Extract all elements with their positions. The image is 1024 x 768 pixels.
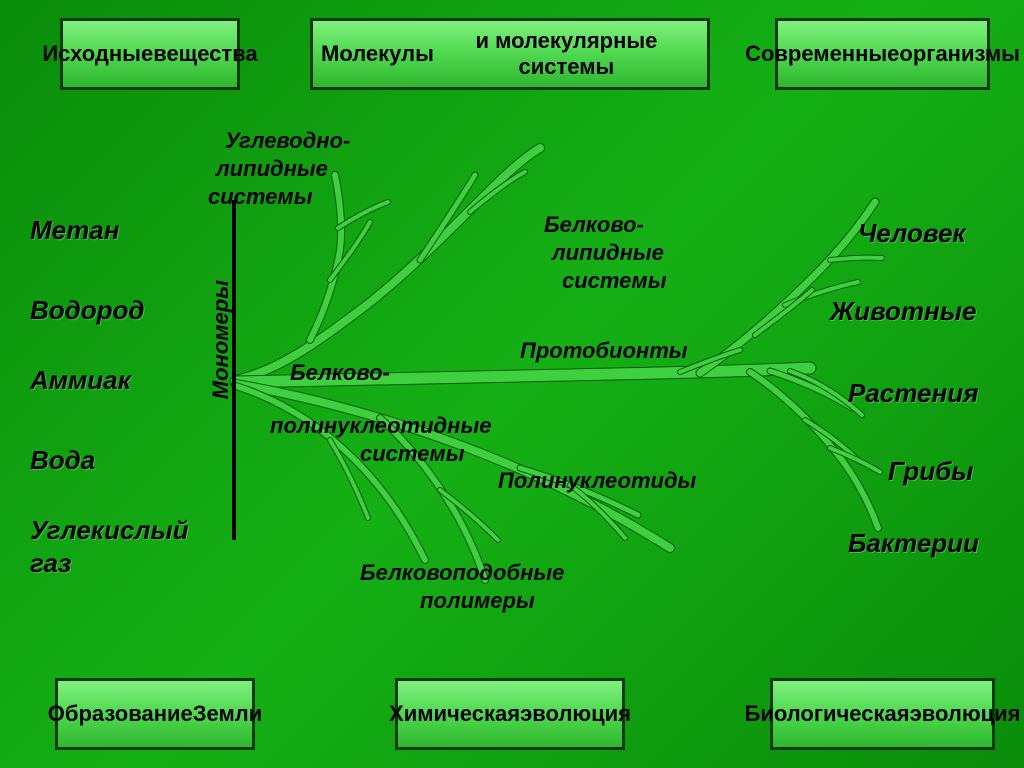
box-top_center: Молекулыи молекулярные системы — [310, 18, 710, 90]
center-label-8: полинуклеотидные — [270, 413, 491, 439]
substance-2: Аммиак — [30, 365, 131, 396]
center-label-4: липидные — [552, 240, 664, 266]
box-bottom_center: Химическаяэволюция — [395, 678, 625, 750]
organism-1: Животные — [830, 296, 976, 327]
branch-9 — [830, 258, 882, 260]
center-label-9: системы — [360, 441, 464, 467]
organism-4: Бактерии — [848, 528, 979, 559]
box-bottom_left: ОбразованиеЗемли — [55, 678, 255, 750]
center-label-11: Белковоподобные — [360, 560, 564, 586]
substance-0: Метан — [30, 215, 119, 246]
organism-3: Грибы — [888, 456, 973, 487]
branch-3 — [310, 175, 341, 340]
branch-7 — [700, 202, 875, 373]
center-label-2: системы — [208, 184, 312, 210]
organism-2: Растения — [848, 378, 978, 409]
center-label-0: Углеводно- — [225, 128, 350, 154]
branch-10 — [755, 290, 812, 335]
substance-1: Водород — [30, 295, 144, 326]
box-bottom_right: Биологическаяэволюция — [770, 678, 995, 750]
center-label-5: системы — [562, 268, 666, 294]
substance-3: Вода — [30, 445, 95, 476]
organism-0: Человек — [858, 218, 966, 249]
monomers-label: Мономеры — [208, 280, 234, 399]
center-label-6: Протобионты — [520, 338, 688, 364]
box-top_right: Современныеорганизмы — [775, 18, 990, 90]
branch-outline-7 — [700, 202, 875, 373]
center-label-10: Полинуклеотиды — [498, 468, 696, 494]
center-label-7: Белково- — [290, 360, 390, 386]
branch-0 — [236, 148, 540, 380]
branch-5 — [338, 202, 388, 228]
substance-5: газ — [30, 548, 71, 579]
center-label-1: липидные — [216, 156, 328, 182]
center-label-3: Белково- — [544, 212, 644, 238]
box-top_left: Исходныевещества — [60, 18, 240, 90]
substance-4: Углекислый — [30, 515, 189, 546]
center-label-12: полимеры — [420, 588, 535, 614]
